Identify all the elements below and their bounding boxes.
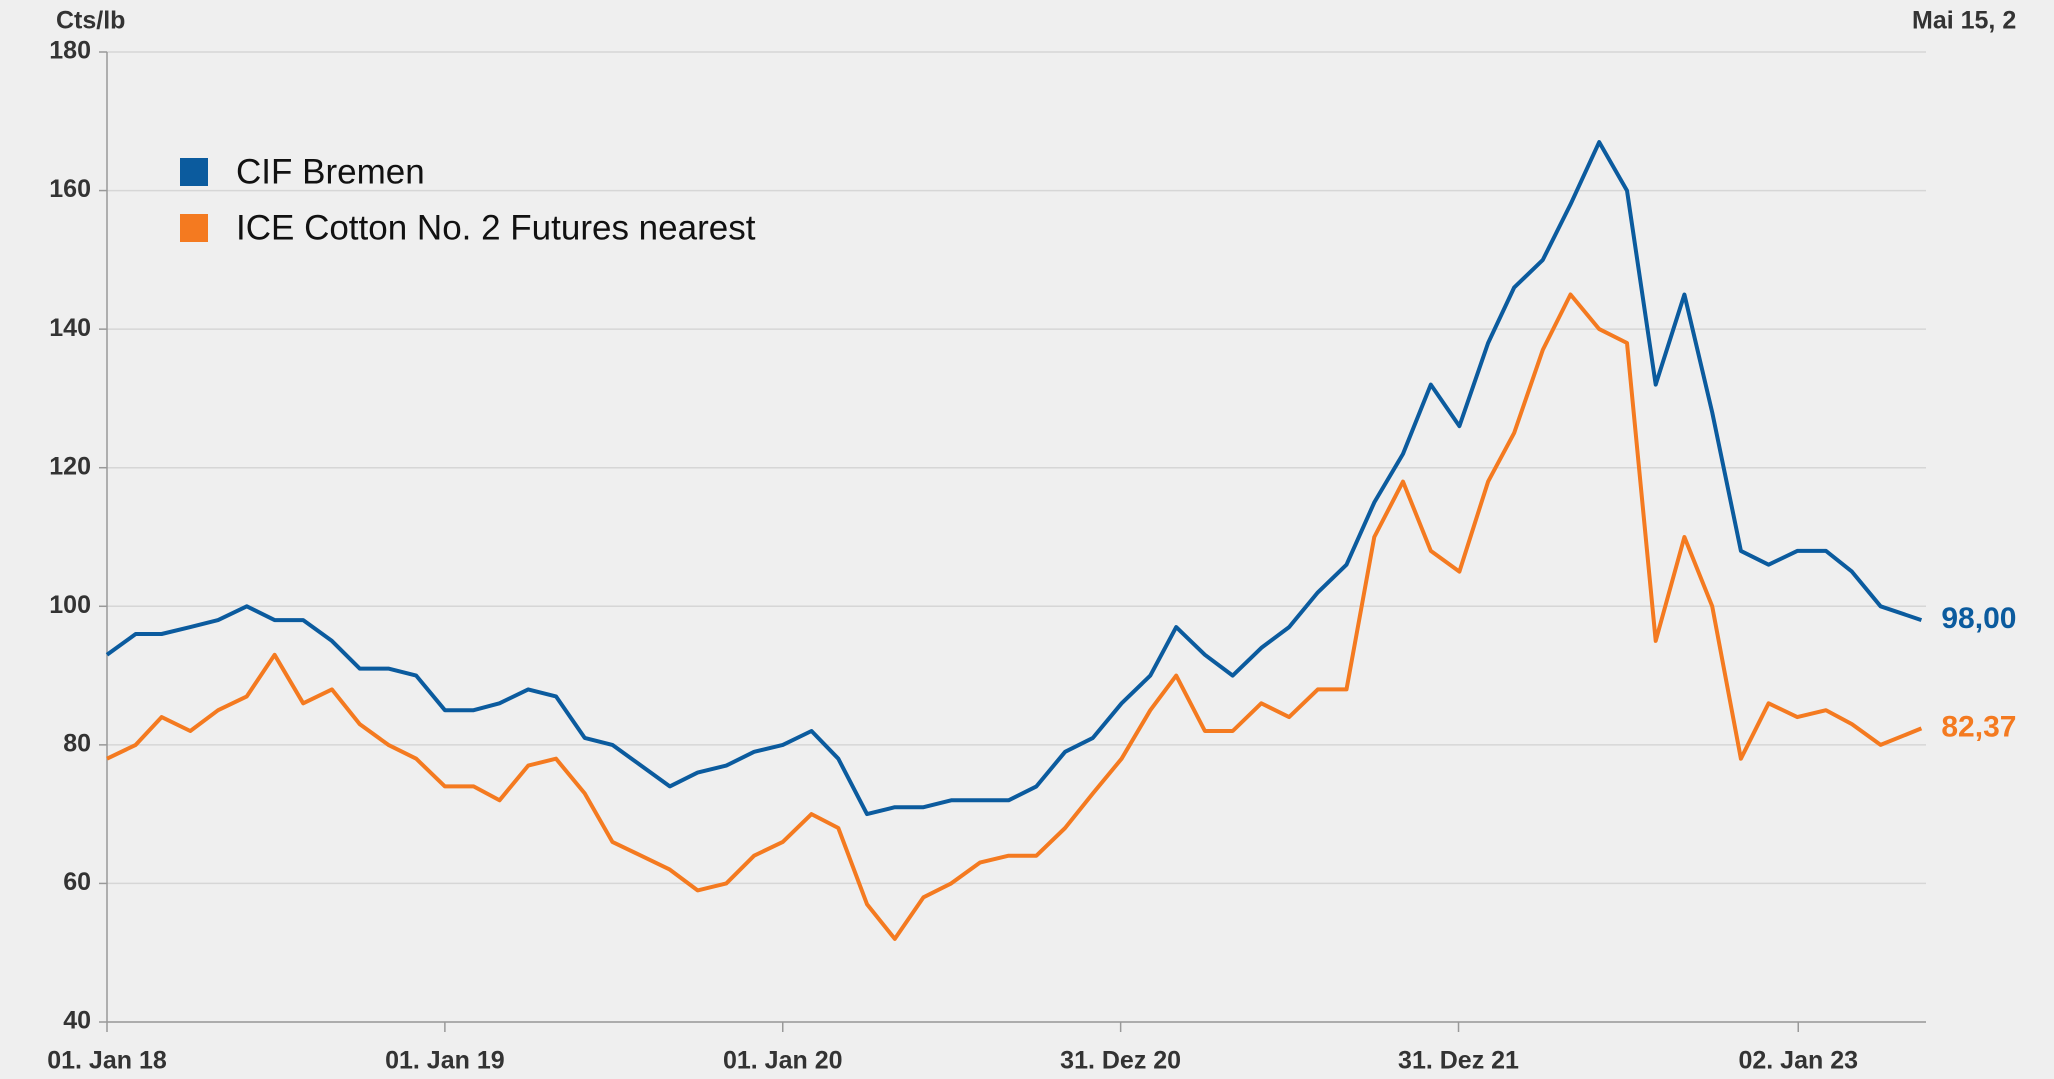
x-tick-label: 01. Jan 20 bbox=[723, 1047, 843, 1075]
x-tick-label: 01. Jan 19 bbox=[385, 1047, 505, 1075]
y-tick-label: 140 bbox=[49, 314, 91, 342]
y-tick-label: 160 bbox=[49, 175, 91, 203]
annotation: Mai 15, 2 bbox=[1912, 7, 2016, 35]
x-tick-label: 31. Dez 21 bbox=[1398, 1047, 1519, 1075]
legend-swatch bbox=[180, 158, 208, 186]
y-tick-label: 80 bbox=[63, 729, 91, 757]
y-tick-label: 60 bbox=[63, 868, 91, 896]
y-tick-label: 180 bbox=[49, 37, 91, 65]
x-tick-label: 01. Jan 18 bbox=[47, 1047, 167, 1075]
y-tick-label: 40 bbox=[63, 1007, 91, 1035]
y-axis-label: Cts/lb bbox=[56, 7, 125, 35]
series-line bbox=[106, 292, 1923, 941]
y-tick-label: 120 bbox=[49, 452, 91, 480]
series-line bbox=[105, 140, 1923, 817]
x-tick-label: 02. Jan 23 bbox=[1738, 1047, 1858, 1075]
legend-swatch bbox=[180, 214, 208, 242]
x-tick-label: 31. Dez 20 bbox=[1060, 1047, 1181, 1075]
end-label: 98,00 bbox=[1941, 602, 2016, 635]
end-label: 82,37 bbox=[1941, 710, 2016, 743]
legend-label: CIF Bremen bbox=[236, 152, 425, 191]
y-tick-label: 100 bbox=[49, 591, 91, 619]
legend-label: ICE Cotton No. 2 Futures nearest bbox=[236, 208, 756, 247]
